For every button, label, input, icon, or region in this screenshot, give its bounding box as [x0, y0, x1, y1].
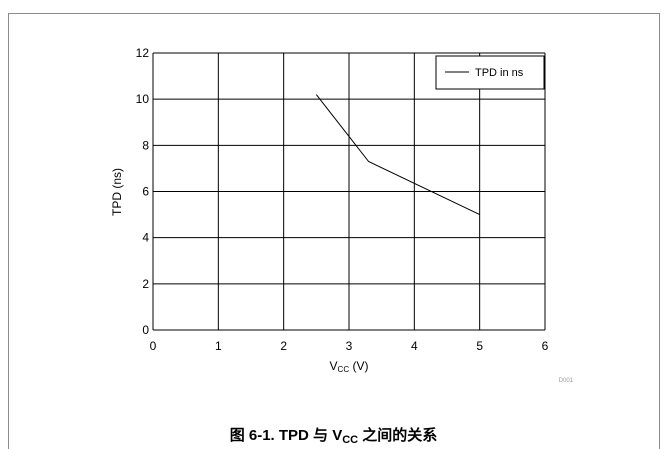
series-line	[315, 94, 480, 216]
caption-suffix: 之间的关系	[358, 427, 438, 444]
x-axis-label: VCC (V)	[330, 359, 369, 374]
x-axis-label-sub: CC	[338, 365, 350, 374]
x-tick-label: 0	[150, 339, 157, 353]
y-tick-label: 6	[142, 185, 149, 199]
x-tick-label: 2	[280, 339, 287, 353]
y-tick-label: 12	[136, 46, 150, 60]
y-axis-label: TPD (ns)	[110, 168, 124, 216]
figure-frame	[8, 13, 660, 449]
x-tick-label: 4	[411, 339, 418, 353]
y-tick-label: 2	[142, 277, 149, 291]
y-tick-labels: 0 2 4 6 8 10 12	[136, 46, 150, 337]
x-tick-label: 5	[476, 339, 483, 353]
figure-caption: 图 6-1. TPD 与 VCC 之间的关系	[0, 424, 667, 446]
x-tick-label: 6	[542, 339, 549, 353]
x-tick-label: 1	[215, 339, 222, 353]
y-tick-label: 0	[142, 323, 149, 337]
grid-lines	[152, 52, 546, 331]
legend: TPD in ns	[435, 55, 545, 90]
legend-label: TPD in ns	[475, 67, 524, 79]
x-axis-label-rest: (V)	[349, 359, 368, 373]
series-lines	[315, 94, 480, 216]
y-tick-label: 4	[142, 231, 149, 245]
figure-code: D001	[559, 378, 574, 384]
y-tick-label: 8	[142, 138, 149, 152]
x-tick-labels: 0 1 2 3 4 5 6	[150, 339, 549, 353]
caption-sub: CC	[342, 434, 359, 446]
y-tick-label: 10	[136, 92, 150, 106]
x-tick-label: 3	[346, 339, 353, 353]
x-axis-label-main: V	[330, 359, 338, 373]
caption-prefix: 图 6-1. TPD 与 V	[229, 427, 343, 444]
